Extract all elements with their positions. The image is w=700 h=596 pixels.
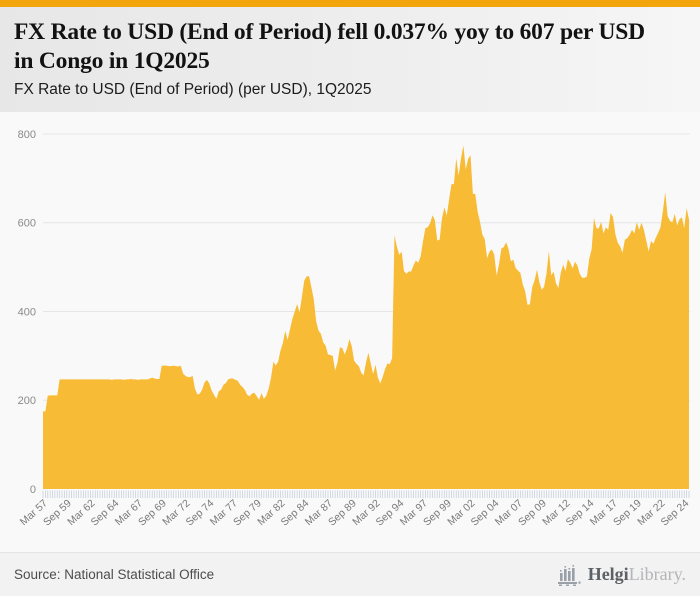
y-axis-tick-label: 600 — [18, 218, 36, 230]
brand-logo[interactable]: HelgiLibrary. — [557, 564, 686, 586]
header: FX Rate to USD (End of Period) fell 0.03… — [0, 7, 700, 112]
y-axis-tick-label: 800 — [18, 129, 36, 141]
chart-subtitle: FX Rate to USD (End of Period) (per USD)… — [14, 80, 372, 98]
y-axis-tick-label: 400 — [18, 306, 36, 318]
y-axis-tick-label: 0 — [30, 484, 36, 496]
brand-name-secondary: Library. — [628, 564, 686, 584]
page-title: FX Rate to USD (End of Period) fell 0.03… — [14, 19, 645, 74]
y-axis-tick-label: 200 — [18, 395, 36, 407]
footer: Source: National Statistical Office — [0, 552, 700, 596]
top-accent-bar — [0, 0, 700, 7]
fx-rate-area-chart: 0 200 400 600 800 Mar 57 Sep 59 Mar 62 Sep 64 Mar… — [0, 112, 700, 552]
bar-chart-logo-icon — [557, 564, 581, 586]
brand-text: HelgiLibrary. — [588, 564, 686, 585]
source-note: Source: National Statistical Office — [14, 567, 215, 582]
area-series — [43, 145, 689, 489]
brand-name-primary: Helgi — [587, 564, 629, 584]
